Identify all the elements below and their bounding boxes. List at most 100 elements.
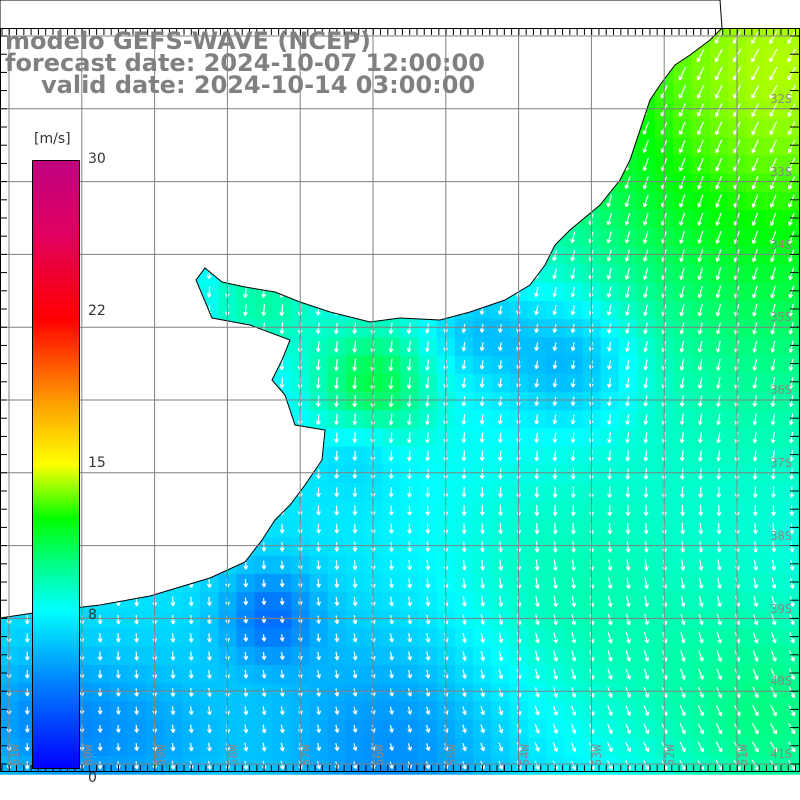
wind-arrow [697, 413, 703, 426]
wind-arrow [552, 360, 558, 370]
wind-arrow [497, 414, 503, 425]
wind-arrow [334, 450, 340, 461]
wind-arrow [461, 432, 467, 443]
wind-arrow [570, 705, 577, 716]
wind-arrow [752, 285, 758, 299]
wind-arrow [678, 139, 686, 154]
wind-arrow [388, 413, 394, 426]
lat-label: 40S [770, 674, 792, 689]
lon-label: 54W [517, 744, 532, 766]
wind-arrow [570, 468, 576, 480]
wind-arrow [570, 378, 576, 388]
wind-arrow [698, 504, 704, 516]
wind-arrow [679, 322, 685, 335]
wind-arrow [625, 613, 631, 626]
wind-arrow [607, 650, 613, 662]
wind-arrow [170, 596, 176, 607]
wind-arrow [534, 305, 540, 316]
wind-arrow [607, 468, 613, 480]
wind-arrow [461, 396, 467, 407]
wind-arrow [534, 523, 540, 535]
wind-arrow [553, 577, 558, 589]
wind-arrow [643, 286, 649, 298]
wind-arrow [188, 669, 194, 679]
wind-arrow [498, 632, 504, 644]
wind-arrow [643, 432, 649, 444]
wind-arrow [552, 723, 559, 734]
wind-arrow [787, 139, 796, 154]
wind-arrow [352, 413, 358, 426]
wind-arrow [788, 668, 795, 680]
wind-arrow [334, 706, 340, 715]
wind-arrow [279, 669, 285, 679]
wind-arrow [752, 340, 758, 353]
wind-arrow [389, 614, 394, 625]
wind-arrow [534, 396, 540, 406]
wind-arrow [334, 742, 340, 752]
wind-arrow [388, 376, 394, 390]
wind-arrow [625, 686, 631, 698]
wind-arrow [534, 705, 540, 716]
wind-arrow [334, 560, 340, 570]
wind-arrow [188, 633, 194, 643]
lat-label: 38S [770, 528, 792, 543]
wind-arrow [752, 267, 758, 281]
wind-arrow [679, 450, 685, 462]
wind-arrow [261, 652, 267, 661]
wind-arrow [461, 559, 467, 571]
wind-arrow [498, 486, 503, 498]
wind-arrow [462, 614, 467, 625]
wind-arrow [352, 469, 358, 479]
wind-arrow [679, 395, 685, 407]
wind-arrow [751, 212, 759, 226]
wind-arrow [243, 615, 249, 624]
lon-label: 57W [299, 744, 314, 766]
wind-arrow [316, 724, 322, 734]
lat-label: 35S [770, 310, 792, 325]
wind-arrow [769, 194, 777, 208]
wind-arrow [624, 267, 630, 280]
wind-arrow [407, 614, 413, 625]
wind-arrow [352, 688, 358, 697]
wind-arrow [352, 451, 358, 461]
wind-arrow [697, 139, 704, 154]
wind-arrow [697, 377, 703, 389]
wind-arrow [461, 414, 467, 425]
wind-arrow [461, 342, 467, 352]
wind-arrow [534, 559, 540, 571]
wind-arrow [716, 450, 722, 462]
wind-arrow [134, 724, 139, 733]
wind-arrow [425, 395, 430, 407]
wind-arrow [715, 704, 723, 717]
wind-arrow [716, 486, 722, 498]
wind-arrow [534, 360, 540, 370]
wind-arrow [352, 743, 358, 751]
wind-arrow [261, 304, 267, 317]
wind-arrow [752, 650, 759, 662]
wind-arrow [407, 559, 413, 571]
wind-arrow [279, 523, 285, 534]
colorbar-label: 15 [88, 455, 106, 471]
wind-arrow [625, 359, 630, 371]
wind-arrow [425, 688, 431, 697]
wind-arrow [716, 504, 722, 516]
wind-arrow [134, 651, 140, 661]
wind-arrow [425, 541, 431, 552]
wind-arrow [243, 579, 249, 588]
wind-arrow [625, 468, 631, 480]
wind-arrow [698, 541, 704, 553]
wind-arrow [751, 84, 760, 99]
wind-arrow [751, 103, 760, 117]
wind-arrow [643, 504, 649, 516]
wind-arrow [571, 613, 577, 626]
wind-arrow [552, 450, 558, 462]
wind-arrow [643, 267, 649, 280]
wind-arrow [716, 632, 722, 644]
wind-arrow [389, 596, 394, 607]
wind-arrow [678, 103, 686, 117]
wind-arrow [607, 705, 613, 716]
wind-arrow [789, 595, 795, 607]
wind-arrow [642, 212, 649, 226]
wind-arrow [680, 559, 686, 571]
wind-arrow [697, 249, 704, 262]
